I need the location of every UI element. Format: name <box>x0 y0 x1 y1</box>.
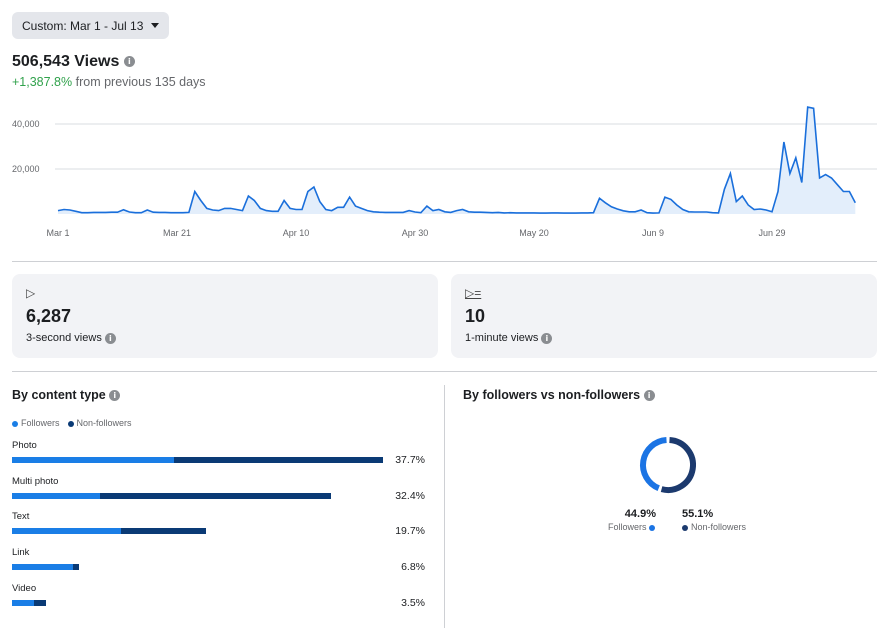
content-type-title: By content type i <box>12 388 121 402</box>
card-label: 1-minute views i <box>465 332 553 344</box>
x-tick-label: Jun 9 <box>642 228 664 238</box>
followers-value: 44.9% <box>624 508 656 520</box>
x-tick-label: Mar 21 <box>163 228 191 238</box>
non-followers-label: Non-followers <box>691 522 747 532</box>
content-type-label: Multi photo <box>12 475 59 487</box>
followers-donut <box>640 437 696 493</box>
non-followers-dot-icon <box>682 524 688 531</box>
total-views-value: 506,543 Views <box>12 53 120 70</box>
content-type-bar <box>12 492 331 499</box>
views-area <box>58 107 856 214</box>
legend-label: Followers <box>21 418 60 428</box>
content-type-label: Text <box>12 511 30 523</box>
bar-non-followers-segment <box>73 564 79 571</box>
legend-followers: Followers <box>12 418 60 428</box>
content-type-label: Link <box>12 547 30 559</box>
info-icon[interactable]: i <box>109 390 121 402</box>
play-icon: ▷ <box>26 286 36 300</box>
non-followers-dot-icon <box>67 420 74 427</box>
donut-non-followers-slice <box>660 437 696 493</box>
bar-followers-segment <box>12 492 100 499</box>
play-list-icon: ▷= <box>465 286 482 300</box>
x-tick-label: Mar 1 <box>46 228 69 238</box>
legend-label: Non-followers <box>76 418 132 428</box>
content-type-percent: 37.7% <box>395 454 425 466</box>
donut-followers-slice <box>640 437 667 491</box>
content-type-label: Video <box>12 582 37 594</box>
views-change: +1,387.8% from previous 135 days <box>12 75 206 89</box>
total-views: 506,543 Views i <box>12 53 135 71</box>
bar-non-followers-segment <box>121 528 206 535</box>
card-value: 10 <box>465 306 486 326</box>
followers-split-title: By followers vs non-followers i <box>463 388 655 402</box>
content-type-title-text: By content type <box>12 388 106 402</box>
content-type-bar <box>12 599 47 606</box>
non-followers-value: 55.1% <box>682 508 714 520</box>
card-3-second-views: ▷ 6,287 3-second views i <box>12 274 438 358</box>
bar-followers-segment <box>12 528 122 535</box>
content-type-percent: 6.8% <box>401 561 425 574</box>
bar-followers-segment <box>12 457 175 463</box>
card-label: 3-second views i <box>26 332 116 344</box>
x-tick-label: Apr 30 <box>402 228 429 238</box>
content-type-bar <box>12 528 206 535</box>
info-icon[interactable]: i <box>643 390 655 402</box>
change-percent: +1,387.8% <box>12 75 73 89</box>
x-tick-label: Jun 29 <box>758 228 785 238</box>
y-tick-label: 20,000 <box>12 164 40 174</box>
followers-dot-icon <box>649 524 655 531</box>
date-range-label: Custom: Mar 1 - Jul 13 <box>22 18 144 33</box>
followers-stat: 44.9% Followers <box>598 508 658 532</box>
bar-followers-segment <box>12 599 34 606</box>
x-tick-label: May 20 <box>519 228 549 238</box>
content-type-label: Photo <box>12 440 37 451</box>
divider <box>12 371 877 372</box>
bar-non-followers-segment <box>174 457 383 463</box>
x-tick-label: Apr 10 <box>283 228 310 238</box>
bar-non-followers-segment <box>33 599 47 606</box>
legend-non-followers: Non-followers <box>67 418 132 428</box>
divider-vertical <box>444 385 445 628</box>
card-label-text: 1-minute views <box>465 332 539 344</box>
content-type-percent: 3.5% <box>401 596 425 609</box>
date-range-dropdown[interactable]: Custom: Mar 1 - Jul 13 <box>12 12 170 39</box>
views-chart: 20,000 40,000 Mar 1 Mar 21 Apr 10 Apr 30 May … <box>12 106 877 238</box>
info-icon[interactable]: i <box>104 332 116 344</box>
content-type-percent: 32.4% <box>395 489 425 502</box>
bar-followers-segment <box>12 564 73 571</box>
info-icon[interactable]: i <box>541 332 553 344</box>
bar-non-followers-segment <box>99 492 331 499</box>
non-followers-stat: 55.1% Non-followers <box>682 508 772 532</box>
info-icon[interactable]: i <box>123 56 135 68</box>
content-type-bar <box>12 457 383 463</box>
content-type-percent: 19.7% <box>395 525 425 538</box>
views-line <box>57 106 857 214</box>
divider <box>12 261 877 262</box>
card-label-text: 3-second views <box>26 332 102 344</box>
card-1-minute-views: ▷= 10 1-minute views i <box>451 274 877 358</box>
card-value: 6,287 <box>26 306 72 326</box>
content-type-legend: Followers Non-followers <box>12 418 132 428</box>
followers-split-title-text: By followers vs non-followers <box>463 388 641 402</box>
y-tick-label: 40,000 <box>12 119 40 129</box>
caret-down-icon <box>151 23 160 28</box>
change-suffix: from previous 135 days <box>75 75 206 89</box>
followers-dot-icon <box>12 420 18 427</box>
content-type-bar <box>12 564 79 571</box>
followers-label: Followers <box>607 522 647 532</box>
